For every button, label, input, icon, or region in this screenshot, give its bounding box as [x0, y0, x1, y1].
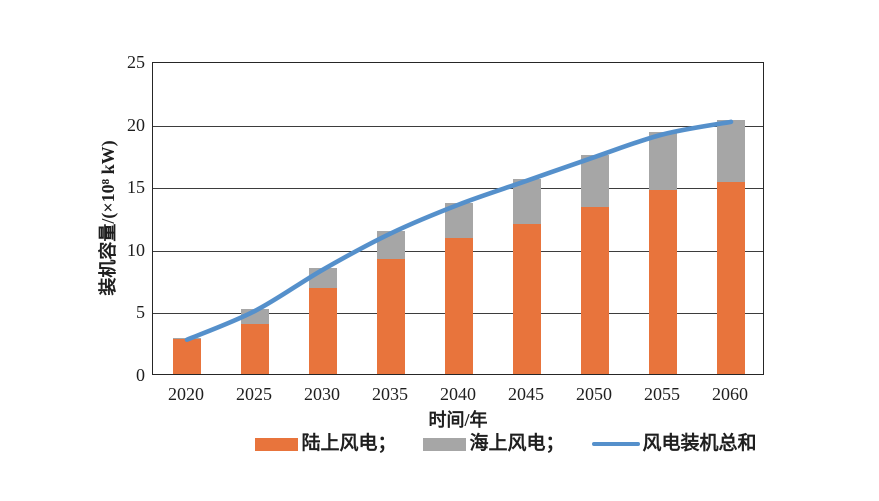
legend-swatch-line-2 [591, 441, 640, 447]
x-tick-2060: 2060 [712, 384, 748, 404]
legend-label-1: 海上风电； [469, 433, 565, 454]
total-line [184, 119, 734, 342]
bar-海上风电-2060 [717, 119, 745, 183]
x-tick-2025: 2025 [236, 384, 272, 404]
y-tick-25: 25 [127, 52, 145, 72]
x-tick-2035: 2035 [372, 384, 408, 404]
y-tick-5: 5 [136, 302, 145, 323]
legend-item-2: 风电装机总和 [591, 433, 757, 455]
bar-陆上风电-2060 [717, 182, 745, 374]
legend: 陆上风电； 海上风电； 风电装机总和 [200, 433, 812, 455]
x-tick-2020: 2020 [168, 384, 204, 404]
plot-area [152, 62, 764, 375]
total-line-layer [184, 119, 734, 342]
y-tick-10: 10 [127, 239, 145, 260]
x-tick-2030: 2030 [304, 384, 340, 404]
y-axis-title: 装机容量/(×10⁸ kW) [98, 140, 118, 296]
legend-swatch-rect-0 [255, 437, 299, 451]
bar-陆上风电-2020 [173, 338, 201, 374]
legend-label-2: 风电装机总和 [642, 433, 757, 454]
bar-海上风电-2050 [581, 154, 609, 208]
y-tick-20: 20 [127, 114, 145, 135]
x-tick-2040: 2040 [440, 384, 476, 404]
x-tick-2045: 2045 [508, 384, 544, 404]
y-tick-15: 15 [127, 177, 145, 198]
bar-陆上风电-2030 [309, 287, 337, 374]
bar-陆上风电-2025 [241, 323, 269, 374]
legend-label-0: 陆上风电； [301, 433, 397, 454]
bar-陆上风电-2055 [649, 189, 677, 374]
gridline-15 [153, 188, 763, 190]
x-tick-2050: 2050 [576, 384, 612, 404]
bar-陆上风电-2050 [581, 207, 609, 374]
gridline-20 [153, 125, 763, 127]
x-axis-title: 时间/年 [428, 410, 488, 430]
legend-swatch-rect-1 [423, 437, 467, 451]
bar-陆上风电-2035 [377, 258, 405, 374]
bar-海上风电-2055 [649, 132, 677, 190]
y-tick-0: 0 [136, 365, 145, 385]
legend-item-0: 陆上风电； [255, 433, 396, 455]
bar-陆上风电-2045 [513, 223, 541, 374]
x-tick-2055: 2055 [644, 384, 680, 404]
legend-item-1: 海上风电； [423, 433, 565, 455]
bar-陆上风电-2040 [445, 237, 473, 374]
